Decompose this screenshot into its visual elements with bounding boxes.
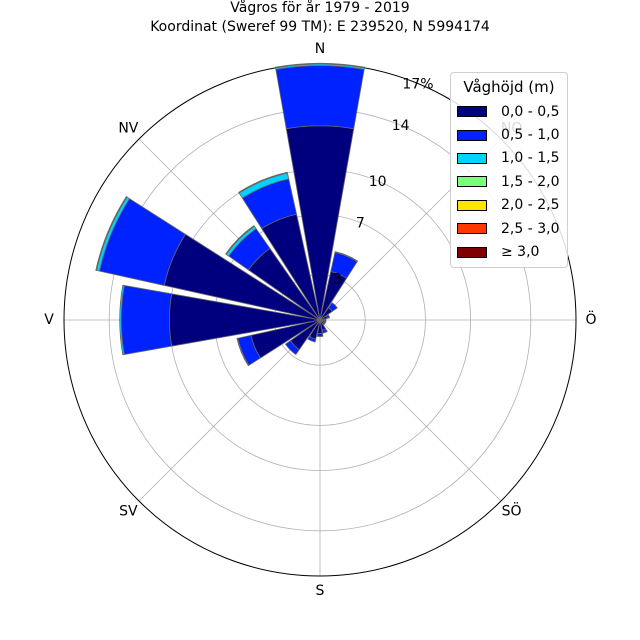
legend-item: ≥ 3,0 xyxy=(451,240,567,263)
legend-label: 0,0 - 0,5 xyxy=(501,103,560,120)
direction-label: SV xyxy=(119,504,138,520)
legend-item: 1,0 - 1,5 xyxy=(451,147,567,170)
legend-swatch xyxy=(457,223,487,235)
chart-title: Vågros för år 1979 - 2019 xyxy=(230,0,410,16)
rose-wedge xyxy=(321,328,328,334)
legend-swatch xyxy=(457,129,487,141)
chart-subtitle: Koordinat (Sweref 99 TM): E 239520, N 59… xyxy=(150,19,490,35)
rose-bars xyxy=(95,62,366,367)
legend-label: 2,5 - 3,0 xyxy=(501,220,560,237)
direction-label: NV xyxy=(118,120,138,136)
rose-wedge xyxy=(236,337,250,367)
direction-label: V xyxy=(44,312,54,328)
direction-label: S xyxy=(316,583,325,599)
rose-wedge xyxy=(274,62,366,69)
direction-label: SÖ xyxy=(502,502,522,520)
rose-wedge xyxy=(119,284,125,356)
legend-label: 1,5 - 2,0 xyxy=(501,173,560,190)
rose-wedge xyxy=(307,335,317,343)
legend-swatch xyxy=(457,106,487,118)
radial-tick-label: 3 xyxy=(333,271,342,287)
grid-spoke xyxy=(138,319,321,502)
legend-label: 0,5 - 1,0 xyxy=(501,127,560,144)
radial-tick-label: 17% xyxy=(402,76,433,92)
rose-wedge xyxy=(95,196,128,271)
radial-tick-label: 10 xyxy=(369,174,387,190)
legend-label: ≥ 3,0 xyxy=(501,244,540,261)
rose-wedge xyxy=(284,340,300,356)
legend-item: 2,5 - 3,0 xyxy=(451,217,567,240)
legend-item: 2,0 - 2,5 xyxy=(451,194,567,217)
rose-wedge xyxy=(225,225,255,255)
legend-item: 0,5 - 1,0 xyxy=(451,123,567,146)
legend-swatch xyxy=(457,246,487,258)
legend-label: 2,0 - 2,5 xyxy=(501,197,560,214)
legend-item: 0,0 - 0,5 xyxy=(451,100,567,123)
legend-item: 1,5 - 2,0 xyxy=(451,170,567,193)
direction-label: N xyxy=(315,41,325,57)
rose-wedge xyxy=(334,251,359,263)
radial-tick-label: 7 xyxy=(356,216,365,232)
legend-items: 0,0 - 0,5 0,5 - 1,0 1,0 - 1,5 1,5 - 2,0 2,0 … xyxy=(451,100,567,264)
rose-wedge xyxy=(275,65,365,130)
rose-wedge xyxy=(238,171,288,194)
rose-wedge xyxy=(325,314,331,319)
legend-swatch xyxy=(457,176,487,188)
legend-swatch xyxy=(457,199,487,211)
direction-label: Ö xyxy=(585,310,596,328)
rose-wedge xyxy=(316,332,324,337)
legend-label: 1,0 - 1,5 xyxy=(501,150,560,167)
legend-title: Våghöjd (m) xyxy=(463,78,555,96)
legend-swatch xyxy=(457,152,487,164)
grid-spoke xyxy=(319,319,502,502)
legend: Våghöjd (m) 0,0 - 0,5 0,5 - 1,0 1,0 - 1,5 1… xyxy=(450,72,568,268)
rose-wedge xyxy=(328,302,338,312)
rose-wedge xyxy=(120,285,173,355)
radial-tick-label: 14 xyxy=(392,118,410,134)
